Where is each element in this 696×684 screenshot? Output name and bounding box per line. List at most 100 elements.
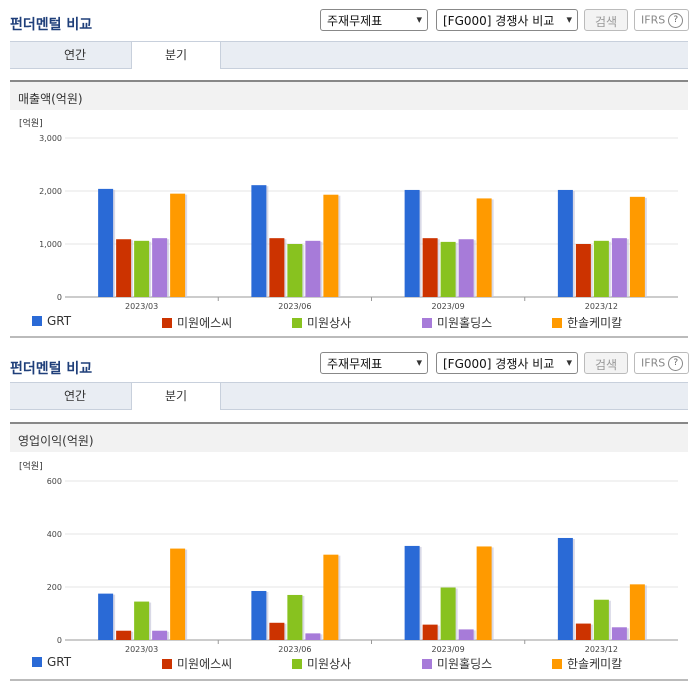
tab-annual[interactable]: 연간: [63, 389, 87, 403]
ifrs-info-button[interactable]: IFRS?: [634, 9, 689, 31]
legend-item-미원홀딩스[interactable]: 미원홀딩스: [422, 314, 492, 331]
legend-item-GRT[interactable]: GRT: [32, 655, 71, 669]
bar-미원상사-2023/09[interactable]: [440, 587, 456, 640]
compare-group-select[interactable]: [FG000] 경쟁사 비교 ▾: [436, 352, 578, 374]
chevron-down-icon: ▾: [416, 13, 422, 26]
x-tick-label: 2023/03: [125, 302, 158, 311]
legend-swatch: [32, 316, 42, 326]
bar-미원상사-2023/09[interactable]: [440, 241, 456, 297]
legend-swatch: [292, 318, 302, 328]
legend-item-미원홀딩스[interactable]: 미원홀딩스: [422, 655, 492, 672]
help-icon: ?: [668, 356, 684, 371]
compare-group-select[interactable]: [FG000] 경쟁사 비교 ▾: [436, 9, 578, 31]
legend-swatch: [552, 659, 562, 669]
bar-미원홀딩스-2023/03[interactable]: [152, 238, 168, 297]
bar-GRT-2023/06[interactable]: [251, 185, 267, 297]
bar-미원에스씨-2023/12[interactable]: [575, 244, 591, 297]
bar-GRT-2023/09[interactable]: [404, 189, 420, 297]
legend-item-GRT[interactable]: GRT: [32, 314, 71, 328]
bar-GRT-2023/12[interactable]: [557, 537, 573, 640]
bar-한솔케미칼-2023/09[interactable]: [476, 198, 492, 297]
period-tabs: 연간 분기: [10, 41, 688, 69]
x-tick-label: 2023/12: [585, 645, 618, 654]
legend-label: 미원에스씨: [177, 316, 233, 330]
legend-item-한솔케미칼[interactable]: 한솔케미칼: [552, 314, 622, 331]
search-button[interactable]: 검색: [584, 352, 628, 374]
legend-item-미원상사[interactable]: 미원상사: [292, 655, 351, 672]
chart-title-revenue: 매출액(억원): [10, 80, 688, 110]
ifrs-label: IFRS: [641, 13, 666, 27]
legend-swatch: [422, 659, 432, 669]
bar-미원상사-2023/06[interactable]: [287, 594, 303, 640]
bar-미원에스씨-2023/06[interactable]: [269, 622, 285, 640]
chevron-down-icon: ▾: [566, 356, 572, 369]
x-tick-label: 2023/09: [432, 645, 465, 654]
legend-swatch: [162, 318, 172, 328]
bar-미원홀딩스-2023/06[interactable]: [305, 240, 321, 297]
bar-미원홀딩스-2023/06[interactable]: [305, 633, 321, 640]
tab-annual[interactable]: 연간: [63, 48, 87, 62]
bar-미원에스씨-2023/12[interactable]: [575, 623, 591, 640]
legend-label: 미원홀딩스: [437, 316, 493, 330]
bar-미원에스씨-2023/03[interactable]: [116, 630, 132, 640]
bar-한솔케미칼-2023/09[interactable]: [476, 546, 492, 640]
y-axis-unit-label: [억원]: [19, 117, 43, 129]
legend-item-미원에스씨[interactable]: 미원에스씨: [162, 314, 232, 331]
statement-type-select[interactable]: 주재무제표 ▾: [320, 9, 428, 31]
bar-미원에스씨-2023/09[interactable]: [422, 238, 438, 297]
y-tick-label: 0: [57, 636, 62, 645]
bar-미원홀딩스-2023/12[interactable]: [611, 627, 627, 640]
bar-한솔케미칼-2023/03[interactable]: [170, 193, 186, 297]
fundamental-section-1: 펀더멘털 비교 주재무제표 ▾ [FG000] 경쟁사 비교 ▾ 검색 IFRS…: [10, 9, 689, 338]
bar-미원홀딩스-2023/12[interactable]: [611, 238, 627, 297]
legend-label: 미원에스씨: [177, 657, 233, 671]
bar-미원에스씨-2023/09[interactable]: [422, 624, 438, 640]
tab-quarterly[interactable]: 분기: [131, 41, 221, 69]
help-icon: ?: [668, 13, 684, 28]
legend-label: GRT: [47, 655, 72, 669]
operating-profit-chart-legend: GRT 미원에스씨 미원상사 미원홀딩스 한솔케미칼: [10, 655, 688, 671]
bar-미원상사-2023/03[interactable]: [134, 240, 150, 297]
panel-divider: [10, 336, 688, 338]
compare-group-value: [FG000] 경쟁사 비교: [443, 357, 555, 371]
bar-미원상사-2023/06[interactable]: [287, 244, 303, 297]
bar-한솔케미칼-2023/12[interactable]: [629, 584, 645, 640]
legend-label: GRT: [47, 314, 72, 328]
bar-한솔케미칼-2023/06[interactable]: [323, 194, 339, 297]
bar-미원에스씨-2023/06[interactable]: [269, 238, 285, 297]
y-tick-label: 600: [47, 477, 62, 486]
bar-GRT-2023/03[interactable]: [98, 593, 114, 640]
legend-swatch: [422, 318, 432, 328]
legend-label: 한솔케미칼: [567, 657, 623, 671]
x-tick-label: 2023/12: [585, 302, 618, 311]
bar-미원상사-2023/03[interactable]: [134, 601, 150, 640]
bar-한솔케미칼-2023/06[interactable]: [323, 554, 339, 640]
legend-item-한솔케미칼[interactable]: 한솔케미칼: [552, 655, 622, 672]
bar-GRT-2023/12[interactable]: [557, 189, 573, 297]
period-tabs: 연간 분기: [10, 382, 688, 410]
statement-type-select[interactable]: 주재무제표 ▾: [320, 352, 428, 374]
bar-미원에스씨-2023/03[interactable]: [116, 239, 132, 297]
legend-item-미원에스씨[interactable]: 미원에스씨: [162, 655, 232, 672]
section-title: 펀더멘털 비교: [10, 361, 93, 377]
bar-한솔케미칼-2023/12[interactable]: [629, 196, 645, 297]
tab-quarterly[interactable]: 분기: [131, 382, 221, 410]
bar-미원상사-2023/12[interactable]: [593, 599, 609, 640]
ifrs-info-button[interactable]: IFRS?: [634, 352, 689, 374]
legend-item-미원상사[interactable]: 미원상사: [292, 314, 351, 331]
legend-label: 한솔케미칼: [567, 316, 623, 330]
y-tick-label: 200: [47, 583, 62, 592]
bar-미원상사-2023/12[interactable]: [593, 240, 609, 297]
section-title: 펀더멘털 비교: [10, 17, 93, 33]
bar-미원홀딩스-2023/03[interactable]: [152, 630, 168, 640]
search-button[interactable]: 검색: [584, 9, 628, 31]
bar-미원홀딩스-2023/09[interactable]: [458, 629, 474, 640]
bar-GRT-2023/03[interactable]: [98, 188, 114, 297]
chevron-down-icon: ▾: [416, 356, 422, 369]
y-tick-label: 1,000: [39, 240, 62, 249]
bar-한솔케미칼-2023/03[interactable]: [170, 548, 186, 640]
bar-GRT-2023/09[interactable]: [404, 545, 420, 640]
bar-GRT-2023/06[interactable]: [251, 590, 267, 640]
x-tick-label: 2023/09: [432, 302, 465, 311]
bar-미원홀딩스-2023/09[interactable]: [458, 239, 474, 297]
